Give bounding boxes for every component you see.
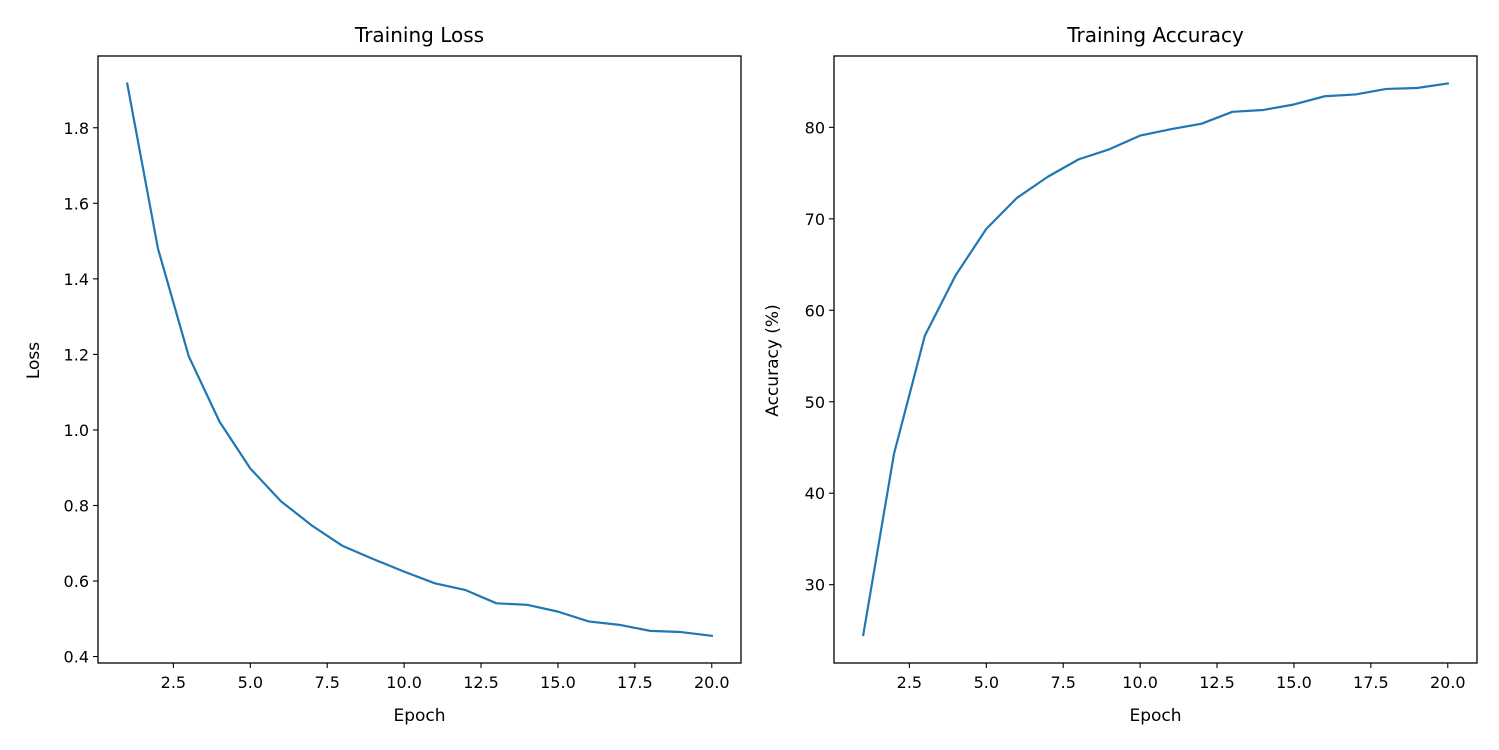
loss-x-tick-label: 20.0 bbox=[694, 673, 730, 692]
accuracy-x-tick-label: 20.0 bbox=[1430, 673, 1466, 692]
accuracy-y-tick-label: 80 bbox=[805, 118, 825, 137]
loss-y-tick-label: 0.6 bbox=[64, 572, 89, 591]
accuracy-y-tick-label: 30 bbox=[805, 576, 825, 595]
accuracy-x-tick-label: 2.5 bbox=[897, 673, 922, 692]
loss-x-tick-label: 7.5 bbox=[314, 673, 339, 692]
accuracy-panel: Training Accuracy Epoch Accuracy (%) 2.5… bbox=[763, 23, 1478, 726]
loss-x-tick-label: 2.5 bbox=[161, 673, 186, 692]
loss-x-tick-label: 10.0 bbox=[386, 673, 422, 692]
accuracy-y-axis-label: Accuracy (%) bbox=[763, 304, 783, 416]
loss-y-tick-label: 1.6 bbox=[64, 194, 89, 213]
accuracy-y-tick-label: 70 bbox=[805, 210, 825, 229]
accuracy-series bbox=[861, 82, 1450, 637]
loss-x-tick-label: 12.5 bbox=[463, 673, 499, 692]
accuracy-plot-frame bbox=[833, 55, 1478, 664]
accuracy-x-tick-label: 7.5 bbox=[1050, 673, 1075, 692]
accuracy-ticks: 2.5 5.0 7.5 10.0 12.5 15.0 17.5 20.0 30 40 50 60 70 8… bbox=[805, 118, 1466, 692]
loss-y-tick-label: 1.0 bbox=[64, 421, 89, 440]
loss-x-tick-label: 15.0 bbox=[540, 673, 576, 692]
loss-y-tick-label: 0.8 bbox=[64, 496, 89, 515]
loss-y-tick-label: 1.4 bbox=[64, 270, 89, 289]
accuracy-x-tick-label: 17.5 bbox=[1353, 673, 1389, 692]
accuracy-y-tick-label: 50 bbox=[805, 393, 825, 412]
loss-y-tick-label: 0.4 bbox=[64, 648, 89, 667]
loss-x-tick-label: 5.0 bbox=[238, 673, 263, 692]
accuracy-x-tick-label: 5.0 bbox=[974, 673, 999, 692]
loss-x-tick-label: 17.5 bbox=[617, 673, 653, 692]
loss-panel: Training Loss Epoch Loss 2.5 5.0 7.5 10.0 12… bbox=[24, 23, 742, 726]
accuracy-chart-title: Training Accuracy bbox=[1066, 23, 1244, 47]
accuracy-x-tick-label: 12.5 bbox=[1199, 673, 1235, 692]
loss-chart-title: Training Loss bbox=[354, 23, 484, 47]
accuracy-x-axis-label: Epoch bbox=[1129, 706, 1181, 726]
loss-x-axis-label: Epoch bbox=[393, 706, 445, 726]
loss-series-line bbox=[125, 82, 713, 638]
loss-plot-frame bbox=[97, 55, 742, 664]
loss-ticks: 2.5 5.0 7.5 10.0 12.5 15.0 17.5 20.0 0.4 0.6 0.8 1.… bbox=[64, 119, 730, 692]
loss-y-tick-label: 1.8 bbox=[64, 119, 89, 138]
accuracy-series-line bbox=[861, 82, 1450, 637]
accuracy-y-tick-label: 60 bbox=[805, 301, 825, 320]
accuracy-x-tick-label: 10.0 bbox=[1122, 673, 1158, 692]
accuracy-y-tick-label: 40 bbox=[805, 484, 825, 503]
loss-series bbox=[125, 82, 713, 638]
loss-y-axis-label: Loss bbox=[24, 342, 44, 379]
accuracy-x-tick-label: 15.0 bbox=[1276, 673, 1312, 692]
loss-y-tick-label: 1.2 bbox=[64, 345, 89, 364]
